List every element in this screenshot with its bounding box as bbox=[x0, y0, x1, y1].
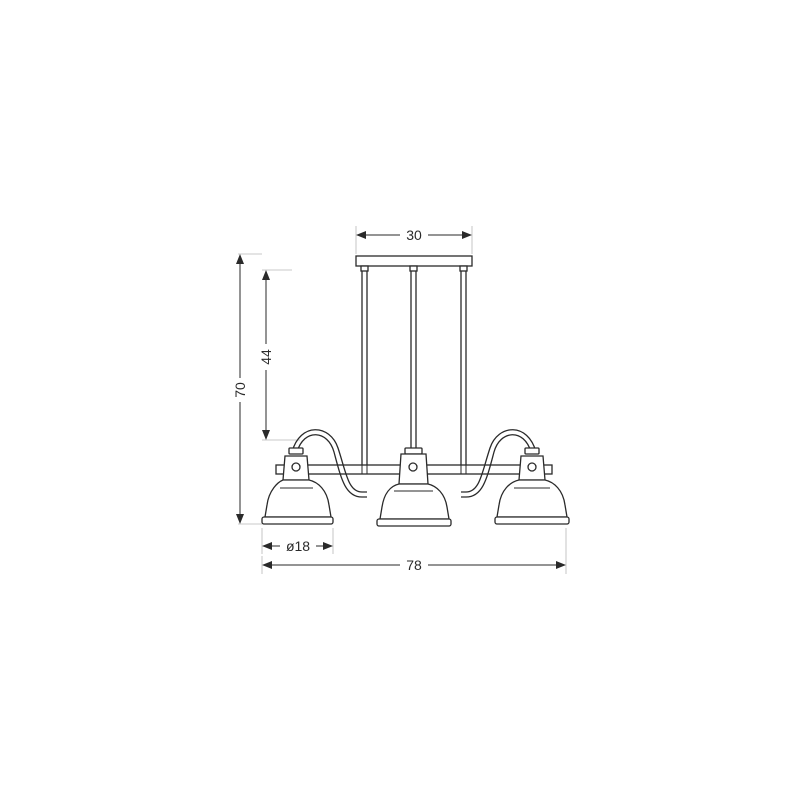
ceiling-canopy bbox=[355, 255, 473, 267]
canopy-clip bbox=[360, 265, 369, 272]
cable-right bbox=[461, 429, 537, 498]
arrow-down-icon bbox=[236, 514, 244, 524]
arrow-left-icon bbox=[356, 231, 366, 239]
label-background bbox=[400, 556, 428, 574]
lamp-fixture bbox=[261, 255, 570, 527]
arrow-left-icon bbox=[262, 561, 272, 569]
arrow-left-icon bbox=[262, 542, 272, 550]
lamp-shade-right bbox=[494, 447, 570, 525]
shade-diameter-label: ø18 bbox=[286, 538, 310, 554]
canopy-width-label: 30 bbox=[406, 227, 422, 243]
lamp-shade-left bbox=[261, 447, 334, 525]
dimension-canopy-width: 30 bbox=[355, 226, 473, 254]
arrow-up-icon bbox=[236, 254, 244, 264]
canopy-clip bbox=[409, 265, 418, 272]
arrow-right-icon bbox=[556, 561, 566, 569]
dimension-shade-diameter: ø18 bbox=[261, 528, 334, 555]
arrow-down-icon bbox=[262, 430, 270, 440]
label-background bbox=[256, 344, 276, 370]
label-background bbox=[400, 226, 428, 244]
suspension-rods bbox=[361, 271, 467, 465]
arrow-right-icon bbox=[462, 231, 472, 239]
dimension-total-height: 70 bbox=[230, 253, 262, 525]
lamp-shade-center bbox=[376, 447, 452, 527]
total-height-label: 70 bbox=[232, 382, 248, 398]
label-background bbox=[230, 378, 250, 402]
canopy-clip bbox=[459, 265, 468, 272]
dimension-total-width: 78 bbox=[261, 528, 567, 574]
label-background bbox=[280, 537, 316, 555]
total-width-label: 78 bbox=[406, 557, 422, 573]
arrow-up-icon bbox=[262, 270, 270, 280]
arrow-right-icon bbox=[323, 542, 333, 550]
hanging-length-label: 44 bbox=[258, 349, 274, 365]
dimension-hanging-length: 44 bbox=[256, 269, 300, 441]
cable-left bbox=[291, 429, 367, 498]
